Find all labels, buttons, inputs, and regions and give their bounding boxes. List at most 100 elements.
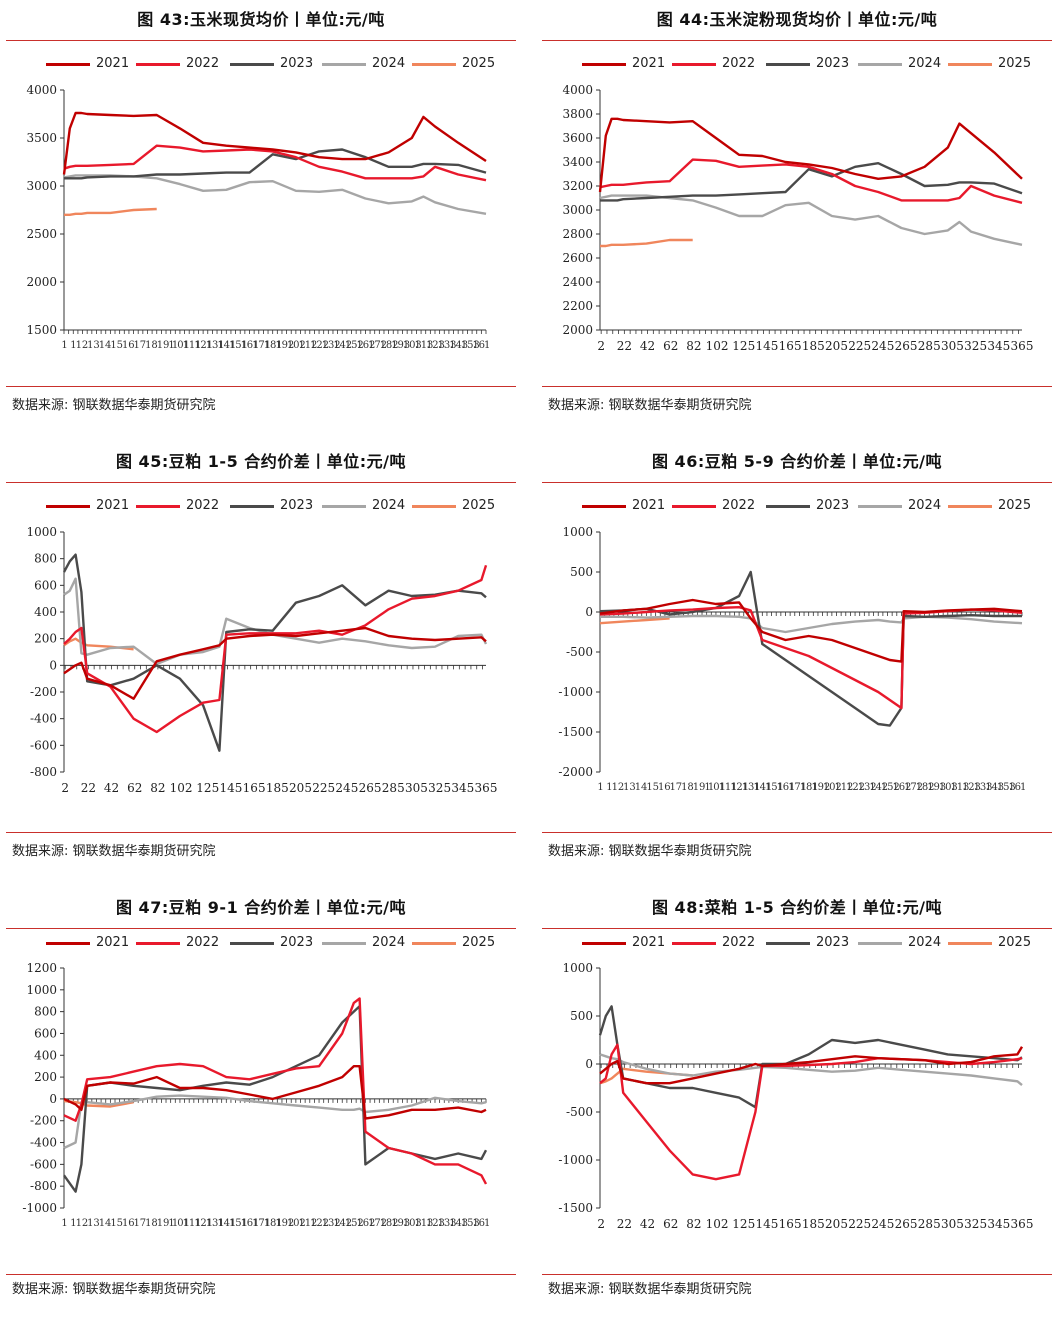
y-tick-label: 2800 — [562, 227, 593, 241]
x-tick-label: 225 — [312, 781, 335, 795]
legend-label: 2021 — [632, 498, 666, 513]
x-tick-label: 145 — [755, 1217, 778, 1231]
x-tick-label: 111 — [719, 782, 735, 793]
source-divider — [6, 1274, 516, 1275]
x-tick-label: 351 — [462, 340, 478, 351]
series-line-2025 — [64, 207, 157, 216]
x-tick-label: 221 — [311, 340, 327, 351]
legend-label: 2025 — [462, 935, 496, 950]
legend-swatch — [230, 942, 274, 945]
legend-label: 2021 — [96, 498, 130, 513]
x-tick-label: 61 — [128, 340, 139, 351]
y-tick-label: 1000 — [562, 525, 593, 539]
x-tick-label: 2 — [597, 1217, 605, 1231]
x-tick-label: 141 — [218, 1218, 234, 1229]
source-note: 数据来源: 钢联数据华泰期货研究院 — [548, 1282, 752, 1297]
legend-swatch — [858, 942, 902, 945]
y-tick-label: -200 — [30, 1114, 57, 1128]
legend-swatch — [672, 942, 716, 945]
panel-title: 图 47:豆粕 9-1 合约价差丨单位:元/吨 — [115, 898, 407, 917]
legend-label: 2023 — [280, 935, 314, 950]
legend-label: 2021 — [96, 56, 130, 71]
legend-label: 2025 — [998, 498, 1032, 513]
x-tick-label: 351 — [462, 1218, 478, 1229]
legend-label: 2022 — [722, 498, 756, 513]
legend-swatch — [766, 505, 810, 508]
x-tick-label: 205 — [289, 781, 312, 795]
legend-label: 2023 — [280, 498, 314, 513]
x-tick-label: 341 — [450, 1218, 466, 1229]
x-tick-label: 61 — [128, 1218, 139, 1229]
legend-swatch — [136, 505, 180, 508]
x-tick-label: 82 — [150, 781, 165, 795]
x-tick-label: 62 — [663, 1217, 678, 1231]
legend-swatch — [136, 942, 180, 945]
y-tick-label: 1000 — [26, 525, 57, 539]
panel-title: 图 46:豆粕 5-9 合约价差丨单位:元/吨 — [651, 452, 943, 471]
legend-label: 2023 — [280, 56, 314, 71]
source-divider — [6, 386, 516, 387]
x-tick-label: 71 — [676, 782, 687, 793]
panel-title: 图 43:玉米现货均价丨单位:元/吨 — [137, 10, 385, 29]
series-line-2025 — [63, 1099, 134, 1108]
x-tick-label: 281 — [381, 340, 397, 351]
x-tick-label: 61 — [664, 782, 675, 793]
legend-label: 2025 — [998, 56, 1032, 71]
x-tick-label: 102 — [706, 339, 729, 353]
legend: 2021 2022 2023 2024 2025 — [6, 497, 516, 517]
legend-label: 2024 — [908, 56, 942, 71]
x-tick-label: 131 — [207, 340, 223, 351]
x-tick-label: 161 — [777, 782, 793, 793]
legend-label: 2024 — [372, 498, 406, 513]
legend-swatch — [582, 63, 626, 66]
y-tick-label: -200 — [30, 685, 57, 699]
y-tick-label: 400 — [34, 1048, 57, 1062]
y-tick-label: 1200 — [26, 961, 57, 975]
x-tick-label: 1 — [61, 1218, 66, 1229]
title-divider — [6, 482, 516, 483]
x-tick-label: 145 — [755, 339, 778, 353]
x-tick-label: 251 — [882, 782, 898, 793]
x-tick-label: 361 — [473, 1218, 489, 1229]
series-line-2024 — [63, 174, 487, 215]
x-tick-label: 21 — [82, 1218, 93, 1229]
y-tick-label: 0 — [49, 658, 57, 672]
x-tick-label: 31 — [93, 340, 104, 351]
y-tick-label: 2200 — [562, 299, 593, 313]
legend-swatch — [230, 505, 274, 508]
legend: 2021 2022 2023 2024 2025 — [542, 55, 1052, 75]
x-tick-label: 91 — [163, 1218, 174, 1229]
x-tick-label: 151 — [230, 1218, 246, 1229]
x-tick-label: 191 — [812, 782, 828, 793]
y-tick-label: -400 — [30, 712, 57, 726]
x-tick-label: 171 — [253, 340, 269, 351]
y-tick-label: 3000 — [26, 179, 57, 193]
x-tick-label: 291 — [392, 1218, 408, 1229]
x-tick-label: 121 — [195, 1218, 211, 1229]
x-tick-label: 201 — [824, 782, 840, 793]
title-divider — [6, 928, 516, 929]
legend-label: 2023 — [816, 498, 850, 513]
x-tick-label: 345 — [987, 1217, 1010, 1231]
x-tick-label: 51 — [117, 340, 128, 351]
x-tick-label: 265 — [359, 781, 382, 795]
series-line-2024 — [63, 577, 488, 666]
legend-swatch — [46, 942, 90, 945]
x-tick-label: 361 — [473, 340, 489, 351]
legend-label: 2022 — [186, 56, 220, 71]
x-tick-label: 301 — [940, 782, 956, 793]
legend-swatch — [412, 505, 456, 508]
x-tick-label: 365 — [1011, 1217, 1034, 1231]
series-line-2022 — [63, 997, 488, 1185]
series-line-2022 — [599, 1043, 1023, 1181]
y-tick-label: 2000 — [26, 275, 57, 289]
legend-label: 2025 — [462, 56, 496, 71]
series-line-2024 — [599, 1053, 1023, 1087]
y-tick-label: 600 — [34, 1026, 57, 1040]
x-tick-label: 51 — [117, 1218, 128, 1229]
x-tick-label: 151 — [230, 340, 246, 351]
legend-swatch — [46, 505, 90, 508]
y-tick-label: 1000 — [562, 961, 593, 975]
